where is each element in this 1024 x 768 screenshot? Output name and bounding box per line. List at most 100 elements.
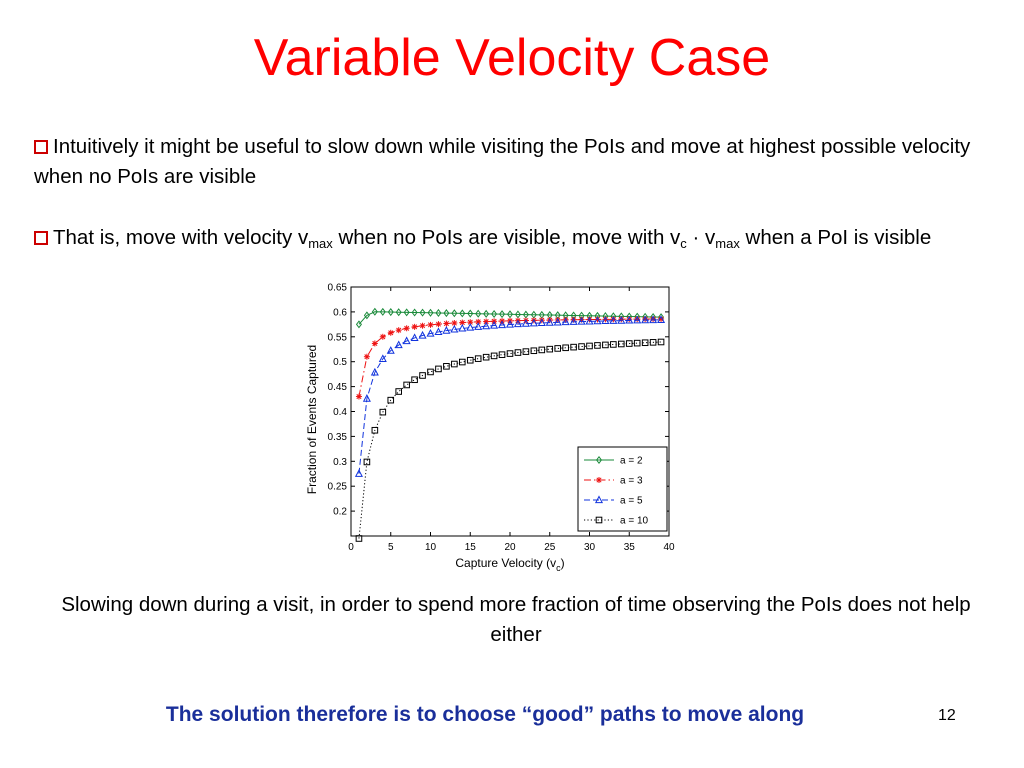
series-3-point xyxy=(458,323,467,332)
series-4-point xyxy=(451,360,458,368)
series-4-point xyxy=(522,348,530,355)
series-4-point xyxy=(610,341,617,348)
series-3-point xyxy=(593,316,602,325)
legend-marker-2 xyxy=(596,477,602,483)
subscript-c: c xyxy=(680,236,687,251)
series-2-point xyxy=(427,321,434,328)
series-3-point xyxy=(378,354,387,363)
series-1-point xyxy=(514,310,521,319)
series-3-point xyxy=(434,327,443,336)
series-4-point xyxy=(363,458,371,466)
series-1-point xyxy=(419,308,426,317)
series-4-point xyxy=(570,343,577,351)
checkbox-bullet-icon xyxy=(34,231,48,245)
series-1-point xyxy=(379,307,386,316)
series-1-point xyxy=(387,308,394,317)
series-3-point xyxy=(529,318,538,327)
series-2-point-d2 xyxy=(380,334,386,340)
x-tick-label: 20 xyxy=(504,542,516,553)
series-1-point xyxy=(355,320,362,329)
series-1-point xyxy=(459,309,466,318)
page-number: 12 xyxy=(938,707,956,724)
series-4-point xyxy=(490,352,498,360)
series-3-point xyxy=(418,330,427,339)
series-2-point xyxy=(435,321,442,328)
y-tick-label: 0.5 xyxy=(333,357,347,368)
series-3-point xyxy=(442,326,451,334)
slide-title: Variable Velocity Case xyxy=(253,29,771,87)
legend-box xyxy=(577,446,668,532)
series-3-point xyxy=(386,346,395,354)
series-3-point xyxy=(370,367,379,376)
y-tick-label: 0.65 xyxy=(328,283,348,294)
series-3-point xyxy=(505,319,515,328)
series-3-point xyxy=(657,315,666,323)
series-4-point xyxy=(411,376,418,384)
series-2-point-d2 xyxy=(443,320,449,327)
series-1-point xyxy=(411,308,418,317)
series-4-point xyxy=(387,396,395,404)
series-1-point xyxy=(506,310,514,319)
x-tick-label: 10 xyxy=(425,542,437,553)
series-4-point xyxy=(657,338,665,346)
y-tick-label: 0.45 xyxy=(328,382,348,393)
series-2-point-d2 xyxy=(467,319,473,325)
series-4-point xyxy=(459,358,466,366)
series-3-point xyxy=(617,316,626,324)
series-1-point xyxy=(427,308,434,317)
y-tick-label: 0.35 xyxy=(328,432,348,443)
series-3-point xyxy=(521,319,530,327)
series-4-point xyxy=(530,347,538,355)
series-1-point xyxy=(467,309,474,318)
series-4-point xyxy=(618,340,625,348)
series-2-point xyxy=(379,333,386,340)
series-1-point xyxy=(491,309,498,319)
series-2-point xyxy=(355,393,362,400)
series-4-point xyxy=(562,344,569,352)
series-4-point xyxy=(427,368,434,376)
series-2-point xyxy=(371,340,378,347)
y-tick-label: 0.2 xyxy=(333,507,347,518)
y-tick-label: 0.3 xyxy=(333,457,347,468)
series-4-point xyxy=(482,353,490,361)
legend-label-3: a = 5 xyxy=(620,496,643,507)
y-tick-label: 0.6 xyxy=(333,307,347,318)
series-1-point xyxy=(403,308,410,317)
series-2-point xyxy=(483,318,490,325)
series-2-point-d2 xyxy=(427,322,434,328)
series-3-point xyxy=(633,315,642,324)
series-4-point xyxy=(514,349,522,356)
series-2-point-d2 xyxy=(650,316,656,322)
y-tick-label: 0.4 xyxy=(333,407,347,418)
series-2-point-d2 xyxy=(372,340,378,346)
series-2-point-d2 xyxy=(412,324,418,330)
series-4-point xyxy=(474,355,482,362)
series-4-point xyxy=(466,356,474,364)
series-3-point xyxy=(354,469,363,477)
bullet-2-text-b: when no PoIs are visible, move with v xyxy=(332,226,681,249)
legend-marker-4 xyxy=(595,516,603,524)
series-2-point xyxy=(387,329,394,336)
bullet-1: Intuitively it might be useful to slow d… xyxy=(34,132,994,192)
series-3-point xyxy=(545,318,554,326)
series-3-point xyxy=(466,323,475,331)
series-1-point xyxy=(499,310,506,319)
series-3-point xyxy=(585,316,594,325)
series-3-point xyxy=(513,319,522,328)
x-axis-label: Capture Velocity (vc) xyxy=(455,556,564,573)
series-4-point xyxy=(594,342,601,349)
series-2-point-d2 xyxy=(459,320,465,326)
series-4-point xyxy=(435,365,442,373)
series-line-3 xyxy=(358,319,662,474)
series-4-point xyxy=(649,339,657,346)
y-axis-label: Fraction of Events Captured xyxy=(305,345,319,494)
legend-label-4: a = 10 xyxy=(620,516,649,527)
legend-marker-3 xyxy=(594,495,604,504)
x-axis-label-subscript: c xyxy=(556,563,561,573)
series-3-point xyxy=(450,324,459,333)
y-tick-label: 0.25 xyxy=(328,482,348,493)
series-4-point xyxy=(546,345,554,353)
series-1-point xyxy=(443,309,450,318)
bullet-2-text-d: when a PoI is visible xyxy=(739,226,932,249)
series-4-point xyxy=(633,339,641,347)
